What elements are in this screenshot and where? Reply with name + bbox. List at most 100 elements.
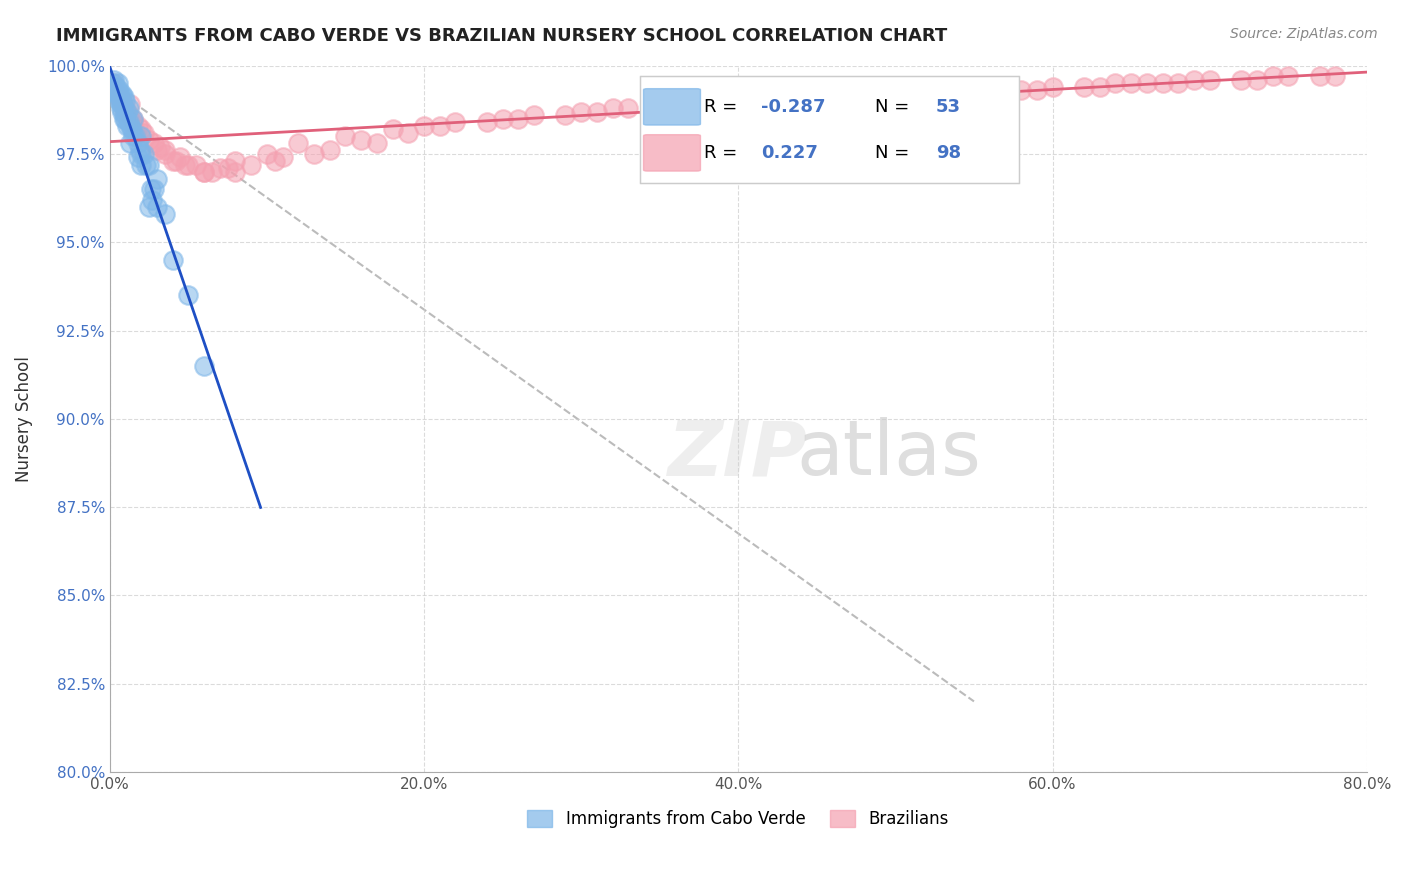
Point	[114, 112, 136, 126]
Point	[263, 153, 285, 168]
Point	[186, 157, 208, 171]
Point	[114, 101, 136, 115]
Point	[121, 122, 143, 136]
Point	[900, 90, 922, 104]
Point	[127, 119, 149, 133]
Point	[1152, 76, 1174, 90]
Text: ZIP: ZIP	[668, 417, 808, 491]
Point	[135, 157, 157, 171]
Point	[146, 200, 169, 214]
Point	[153, 147, 176, 161]
Point	[335, 129, 357, 144]
Point	[105, 87, 128, 101]
Text: N =: N =	[875, 98, 915, 116]
Point	[586, 104, 609, 119]
Point	[122, 115, 145, 129]
Point	[569, 104, 592, 119]
Point	[1324, 69, 1347, 83]
Point	[963, 83, 986, 97]
Point	[115, 104, 138, 119]
Point	[108, 90, 131, 104]
Point	[107, 87, 129, 101]
Point	[1104, 76, 1126, 90]
Point	[138, 157, 160, 171]
FancyBboxPatch shape	[644, 88, 700, 125]
Point	[1010, 83, 1032, 97]
Point	[129, 157, 152, 171]
Point	[931, 87, 953, 101]
Point	[117, 101, 139, 115]
Point	[142, 182, 165, 196]
Point	[1261, 69, 1284, 83]
Point	[139, 182, 162, 196]
Point	[287, 136, 309, 151]
FancyBboxPatch shape	[644, 135, 700, 171]
Point	[711, 97, 734, 112]
Point	[125, 126, 148, 140]
Point	[790, 94, 813, 108]
Text: 98: 98	[936, 144, 960, 161]
Point	[120, 119, 142, 133]
Point	[169, 151, 191, 165]
Point	[138, 133, 160, 147]
Point	[853, 90, 876, 104]
Point	[138, 200, 160, 214]
Point	[112, 112, 135, 126]
Point	[177, 288, 200, 302]
Text: Source: ZipAtlas.com: Source: ZipAtlas.com	[1230, 27, 1378, 41]
Point	[319, 144, 342, 158]
Point	[617, 101, 640, 115]
Point	[146, 144, 169, 158]
Point	[129, 147, 152, 161]
Point	[224, 153, 246, 168]
Point	[413, 119, 436, 133]
Point	[1198, 72, 1220, 87]
Point	[127, 136, 149, 151]
Point	[1088, 79, 1111, 94]
Point	[101, 76, 124, 90]
Point	[134, 126, 156, 140]
Point	[115, 119, 138, 133]
Point	[101, 76, 124, 90]
Text: -0.287: -0.287	[761, 98, 825, 116]
Point	[1309, 69, 1331, 83]
Point	[120, 97, 142, 112]
Point	[174, 157, 197, 171]
Point	[1073, 79, 1095, 94]
Point	[491, 112, 513, 126]
Point	[124, 129, 146, 144]
Point	[120, 136, 142, 151]
Point	[806, 90, 828, 104]
Point	[193, 164, 215, 178]
Point	[141, 193, 163, 207]
Point	[1042, 79, 1064, 94]
Point	[153, 144, 176, 158]
Text: R =: R =	[704, 98, 744, 116]
Point	[110, 94, 132, 108]
Point	[127, 151, 149, 165]
Point	[142, 136, 165, 151]
Point	[508, 112, 530, 126]
Point	[240, 157, 263, 171]
Point	[681, 97, 703, 112]
Point	[350, 133, 373, 147]
Point	[648, 97, 671, 112]
Point	[134, 147, 156, 161]
Point	[869, 87, 891, 101]
Point	[105, 79, 128, 94]
Point	[256, 147, 278, 161]
Point	[129, 122, 152, 136]
Point	[162, 153, 184, 168]
Point	[153, 207, 176, 221]
Point	[149, 140, 172, 154]
Point	[201, 164, 224, 178]
Point	[122, 112, 145, 126]
Point	[429, 119, 451, 133]
Point	[821, 90, 844, 104]
Text: 53: 53	[936, 98, 960, 116]
Text: R =: R =	[704, 144, 744, 161]
Point	[110, 97, 132, 112]
Point	[1182, 72, 1205, 87]
Point	[105, 83, 128, 97]
Text: IMMIGRANTS FROM CABO VERDE VS BRAZILIAN NURSERY SCHOOL CORRELATION CHART: IMMIGRANTS FROM CABO VERDE VS BRAZILIAN …	[56, 27, 948, 45]
